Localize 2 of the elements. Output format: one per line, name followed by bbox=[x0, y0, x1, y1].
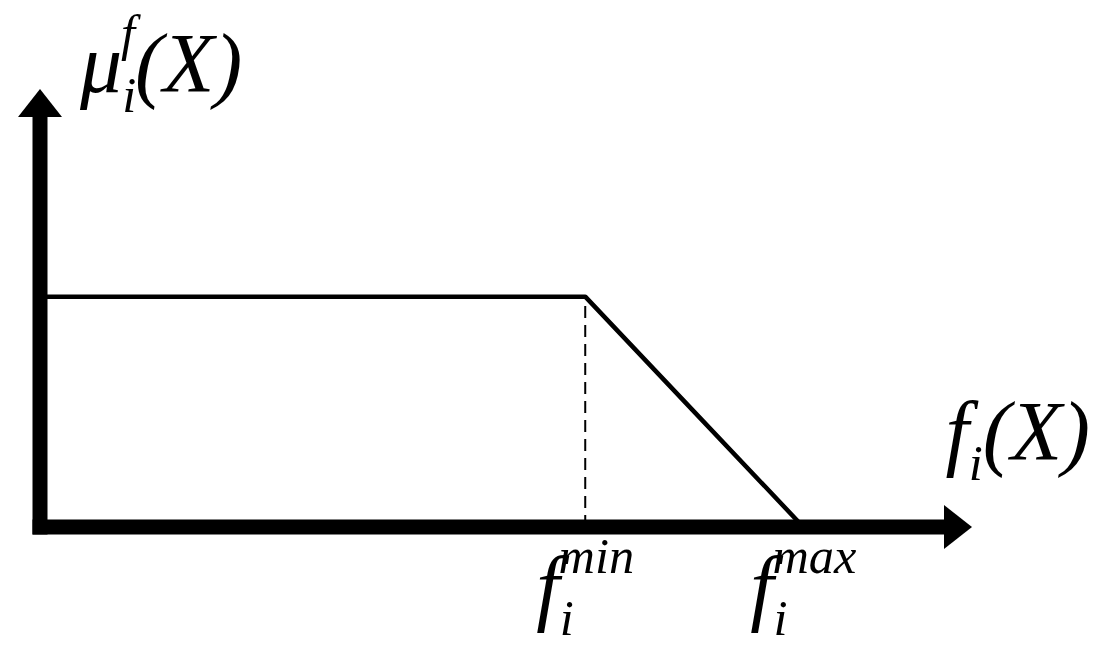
x-axis-title: f$_{i}$(X) bbox=[945, 385, 1090, 492]
y-axis-title: μ$_{i}$$^{f}$(X) bbox=[79, 5, 243, 124]
